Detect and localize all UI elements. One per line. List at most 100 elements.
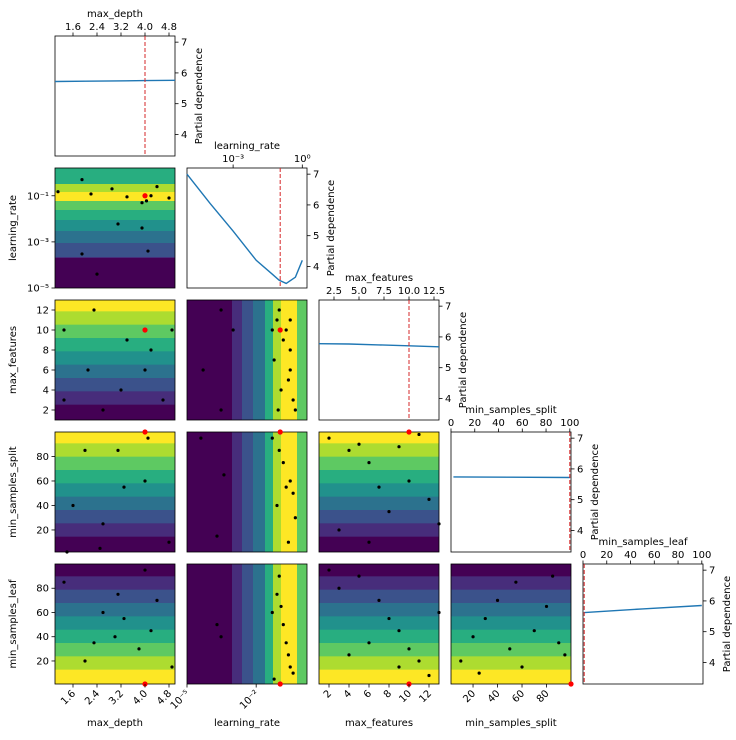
sample-point: [544, 604, 549, 609]
y-tick-label: 7: [445, 302, 451, 313]
sample-point: [427, 673, 431, 678]
x-tick-label: 4.0: [137, 22, 153, 33]
sample-point: [231, 328, 235, 332]
contour-fill: [187, 564, 307, 684]
heatmap-panel-mf-vs-lr: [186, 299, 308, 421]
y-tick-label: 5: [445, 363, 451, 374]
sample-point: [199, 436, 203, 440]
sample-point: [86, 368, 90, 372]
y-tick-label: 40: [36, 501, 49, 512]
sample-point: [143, 368, 147, 372]
sample-point: [215, 623, 219, 627]
sample-point: [89, 192, 93, 196]
sample-point: [155, 184, 159, 189]
sample-point: [62, 398, 66, 402]
sample-point: [92, 641, 96, 645]
x-axis-label: learning_rate: [214, 718, 280, 729]
axes-frame: [54, 35, 176, 157]
x-tick-label: 40: [486, 688, 503, 705]
sample-point: [437, 522, 441, 526]
contour-fill: [319, 564, 439, 684]
sample-point: [275, 503, 279, 508]
sample-point: [170, 328, 174, 332]
y-tick-label: 80: [36, 584, 49, 595]
best-point: [277, 681, 283, 687]
axis-title: min_samples_leaf: [598, 537, 687, 548]
sample-point: [270, 328, 274, 332]
sample-point: [140, 226, 144, 230]
y-axis-label: Partial dependence: [326, 180, 337, 276]
best-point: [142, 193, 148, 199]
x-tick-label: 40: [492, 418, 505, 429]
y-tick-label: 5: [577, 495, 583, 506]
sample-point: [272, 358, 276, 362]
sample-point: [92, 308, 96, 312]
x-tick-label: 3.2: [107, 688, 126, 707]
x-tick-label: 10⁻³: [222, 154, 244, 165]
sample-point: [144, 199, 149, 203]
axes-frame: [318, 299, 440, 421]
sample-point: [357, 442, 361, 446]
x-tick-label: 10: [397, 688, 414, 705]
sample-point: [101, 610, 105, 615]
sample-point: [116, 448, 120, 452]
sample-point: [155, 598, 159, 602]
sample-point: [146, 436, 150, 440]
y-tick-label: 2: [43, 406, 49, 417]
sample-point: [277, 308, 281, 312]
sample-point: [387, 509, 391, 514]
axes-frame: [54, 563, 176, 685]
x-tick-label: 40: [624, 550, 637, 561]
contour-fill: [55, 300, 175, 420]
axes-frame: [450, 431, 572, 553]
sample-point: [397, 665, 401, 669]
y-tick-label: 20: [36, 525, 49, 536]
best-point: [568, 681, 574, 687]
sample-point: [275, 318, 279, 322]
sample-point: [116, 222, 120, 226]
y-tick-label: 6: [445, 332, 451, 343]
y-tick-label: 4: [445, 394, 451, 405]
x-tick-label: 100: [560, 418, 579, 429]
y-tick-label: 10: [36, 326, 49, 337]
heatmap-panel-msl-vs-mss: 20 40 60 80 min_samples_split: [450, 563, 574, 729]
x-tick-label: 0: [580, 550, 586, 561]
sample-point: [483, 616, 487, 621]
sample-point: [270, 436, 274, 440]
y-tick-label: 20: [36, 656, 49, 667]
sample-point: [288, 368, 292, 372]
axes-frame: [186, 299, 308, 421]
y-tick-label: 5: [313, 231, 319, 242]
y-axis-label: max_features: [8, 326, 19, 394]
x-tick-label: 12.5: [423, 286, 445, 297]
sample-point: [495, 598, 500, 602]
sample-point: [347, 653, 351, 657]
y-tick-label: 5: [181, 99, 187, 110]
sample-point: [167, 196, 171, 200]
x-tick-label: 4.8: [161, 22, 177, 33]
sample-point: [293, 516, 297, 520]
pd-panel-max_depth: 1.6 2.4 3.2 4.0 4.8 max_depth 4 5 6 7 Partial depe…: [54, 9, 205, 157]
sample-point: [219, 308, 223, 312]
x-tick-label: 80: [540, 418, 553, 429]
sample-point: [125, 338, 129, 342]
y-tick-label: 60: [36, 608, 49, 619]
x-tick-label: 100: [692, 550, 711, 561]
partial-dependence-line: [318, 343, 440, 348]
y-tick-label: 8: [43, 346, 49, 357]
sample-point: [149, 348, 153, 352]
sample-point: [293, 408, 297, 412]
axes-frame: [450, 563, 572, 685]
partial-dependence-line: [186, 173, 303, 285]
axis-title: min_samples_split: [465, 405, 557, 416]
y-axis-label: Partial dependence: [458, 312, 469, 408]
sample-point: [284, 641, 288, 645]
sample-point: [279, 604, 283, 609]
sample-point: [222, 473, 226, 477]
sample-point: [284, 485, 288, 489]
x-tick-label: 0: [448, 418, 454, 429]
x-tick-label: 4.0: [131, 688, 150, 707]
partial-dependence-line: [584, 604, 702, 614]
